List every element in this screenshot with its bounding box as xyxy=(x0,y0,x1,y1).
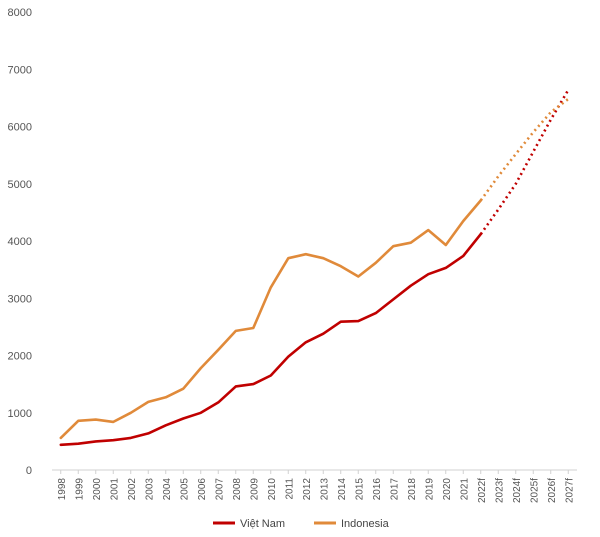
series-layer xyxy=(59,89,570,447)
x-tick-label: 2024f xyxy=(512,478,523,503)
x-tick-label: 2011 xyxy=(284,478,295,500)
x-tick-label: 2007 xyxy=(214,478,225,501)
y-tick-label: 0 xyxy=(26,465,32,477)
legend: Việt Nam Indonesia xyxy=(213,518,390,530)
x-tick-label: 2012 xyxy=(302,478,313,501)
x-tick-label: 2025f xyxy=(529,478,540,503)
x-tick-label: 2022f xyxy=(477,478,488,503)
x-tick-label: 2017 xyxy=(389,478,400,501)
x-tick-label: 1998 xyxy=(57,478,68,501)
series-line-vi-t-nam xyxy=(59,232,483,447)
x-tick-label: 2013 xyxy=(319,478,330,501)
x-tick-label: 2020 xyxy=(442,478,453,501)
x-tick-label: 2003 xyxy=(144,478,155,501)
x-tick-label: 2001 xyxy=(109,478,120,501)
x-tick-label: 2027f xyxy=(564,478,575,503)
legend-label-vi-t-nam: Việt Nam xyxy=(240,518,285,530)
x-tick-label: 2008 xyxy=(232,478,243,501)
legend-label-indonesia: Indonesia xyxy=(341,518,390,530)
y-tick-label: 2000 xyxy=(8,351,32,363)
x-tick-label: 2004 xyxy=(162,478,173,501)
x-tick-label: 2016 xyxy=(372,478,383,501)
x-tick-label: 2005 xyxy=(179,478,190,501)
x-tick-label: 2026f xyxy=(547,478,558,503)
x-tick-label: 1999 xyxy=(74,478,85,501)
x-tick-label: 2014 xyxy=(337,478,348,501)
x-tick-label: 2002 xyxy=(127,478,138,501)
x-tick-label: 2010 xyxy=(267,478,278,501)
series-forecast-line-indonesia xyxy=(479,97,570,202)
x-tick-label: 2023f xyxy=(494,478,505,503)
x-tick-label: 2000 xyxy=(92,478,103,501)
y-tick-label: 5000 xyxy=(8,179,32,191)
x-axis: 1998 1999 2000 2001 2002 2003 2004 2005 2006 2007… xyxy=(52,469,577,503)
y-tick-label: 6000 xyxy=(8,122,32,134)
y-tick-label: 1000 xyxy=(8,408,32,420)
x-tick-label: 2018 xyxy=(407,478,418,501)
y-tick-label: 4000 xyxy=(8,236,32,248)
x-tick-label: 2009 xyxy=(249,478,260,501)
x-tick-label: 2021 xyxy=(459,478,470,501)
series-forecast-line-vi-t-nam xyxy=(479,89,570,235)
y-tick-label: 8000 xyxy=(8,7,32,19)
series-line-indonesia xyxy=(59,199,483,440)
y-tick-label: 7000 xyxy=(8,64,32,76)
x-tick-label: 2019 xyxy=(424,478,435,501)
y-tick-label: 3000 xyxy=(8,293,32,305)
x-tick-label: 2006 xyxy=(197,478,208,501)
y-axis: 0 1000 2000 3000 4000 5000 6000 7000 8000 xyxy=(8,7,32,477)
x-tick-label: 2015 xyxy=(354,478,365,501)
